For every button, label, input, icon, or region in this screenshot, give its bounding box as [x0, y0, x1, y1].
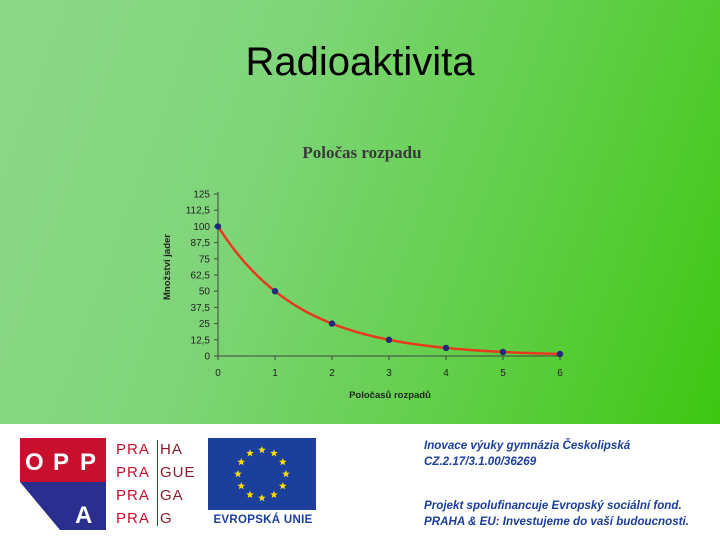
y-tick-label: 75	[199, 254, 211, 265]
y-tick-label: 112,5	[186, 206, 211, 217]
eu-star-icon	[237, 482, 246, 490]
praha-left-2: PRA	[116, 464, 150, 481]
funding-info-line-2: PRAHA & EU: Investujeme do vaší budoucno…	[424, 515, 689, 528]
eu-star-icon	[270, 490, 278, 499]
eu-star-icon	[234, 470, 242, 478]
praha-right-2: GUE	[160, 464, 196, 481]
opp-letter-3: P	[80, 449, 96, 476]
x-tick-label: 1	[272, 368, 278, 379]
footer: O P P A PRA HA PRA GUE PRA GA PRA G EVROPSKÁ…	[0, 424, 720, 540]
eu-star-icon	[246, 490, 254, 499]
y-tick-label: 100	[193, 222, 210, 233]
x-tick-label: 6	[557, 368, 563, 379]
y-tick-label: 50	[199, 287, 211, 298]
x-tick-label: 5	[500, 368, 506, 379]
slide-title: Radioaktivita	[245, 40, 475, 84]
praha-right-1: HA	[160, 441, 183, 458]
y-tick-label: 62,5	[191, 271, 211, 282]
eu-label: EVROPSKÁ UNIE	[213, 514, 313, 526]
x-tick-label: 4	[443, 368, 449, 379]
data-point	[271, 288, 279, 295]
eu-star-icon	[258, 494, 266, 502]
data-point	[442, 344, 450, 352]
x-tick-label: 0	[215, 368, 221, 379]
praha-divider	[157, 440, 158, 526]
opp-letter-4: A	[75, 502, 92, 529]
praha-left-4: PRA	[116, 510, 150, 527]
y-axis-label: Množství jader	[162, 234, 173, 300]
praha-left-3: PRA	[116, 487, 150, 504]
y-tick-label: 37,5	[191, 303, 211, 314]
eu-star-icon	[278, 482, 287, 490]
funding-info: Projekt spolufinancuje Evropský sociální…	[424, 498, 716, 530]
eu-star-icon	[282, 470, 290, 478]
opp-logo: O P P A	[20, 438, 106, 530]
eu-star-icon	[270, 449, 278, 457]
x-tick-label: 2	[329, 368, 335, 379]
opp-letter-2: P	[53, 449, 69, 476]
data-point	[499, 348, 507, 356]
eu-flag-icon	[208, 438, 316, 510]
decay-chart: Poločas rozpadu Množství jader Poločasů …	[162, 143, 564, 401]
chart-title: Poločas rozpadu	[302, 143, 421, 162]
praha-left-1: PRA	[116, 441, 150, 458]
opp-letter-1: O	[25, 449, 44, 476]
data-point	[556, 350, 564, 358]
praha-logo: PRA HA PRA GUE PRA GA PRA G	[116, 438, 198, 530]
praha-right-4: G	[160, 510, 173, 527]
eu-star-icon	[237, 458, 246, 466]
y-tick-label: 25	[199, 319, 211, 330]
slide-background	[0, 0, 720, 424]
y-tick-label: 12,5	[191, 335, 211, 346]
project-info: Inovace výuky gymnázia Českolipská CZ.2.…	[424, 438, 716, 470]
y-ticks: 0 12,5 25 37,5 50 62,5 75 87,5 100 112,5 125	[186, 190, 218, 363]
decay-curve	[216, 225, 561, 356]
funding-info-line-1: Projekt spolufinancuje Evropský sociální…	[424, 499, 682, 512]
y-tick-label: 0	[204, 352, 210, 363]
eu-star-icon	[246, 449, 254, 457]
y-tick-label: 125	[193, 190, 210, 201]
eu-star-icon	[278, 458, 287, 466]
praha-right-3: GA	[160, 487, 184, 504]
data-points	[214, 223, 564, 358]
y-tick-label: 87,5	[191, 238, 211, 249]
eu-star-icon	[258, 446, 266, 454]
data-point	[328, 320, 336, 327]
x-tick-label: 3	[386, 368, 392, 379]
x-axis-label: Poločasů rozpadů	[349, 390, 431, 401]
project-info-line-2: CZ.2.17/3.1.00/36269	[424, 455, 537, 468]
project-info-line-1: Inovace výuky gymnázia Českolipská	[424, 439, 631, 452]
data-point	[214, 223, 222, 230]
x-ticks: 0 1 2 3 4 5 6	[215, 356, 563, 379]
data-point	[385, 336, 393, 343]
